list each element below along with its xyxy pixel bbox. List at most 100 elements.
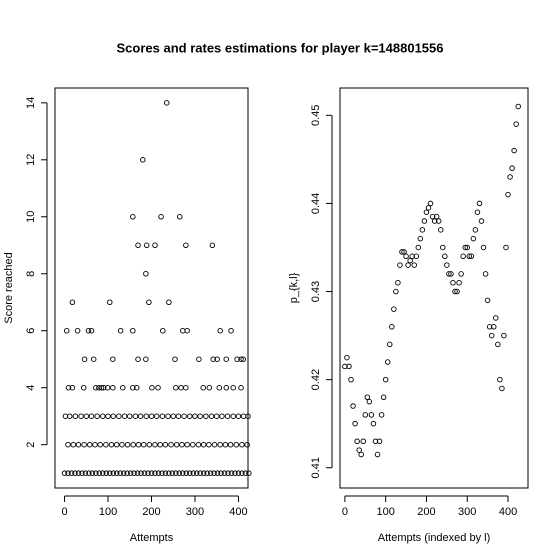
y-tick-label: 14	[25, 97, 37, 109]
point	[117, 327, 124, 334]
point	[513, 121, 519, 127]
point	[482, 271, 489, 277]
point	[346, 363, 352, 370]
point	[110, 356, 116, 362]
point	[133, 384, 140, 391]
x-tick-label: 100	[376, 506, 394, 518]
point	[143, 242, 150, 249]
point	[204, 470, 210, 476]
point	[511, 147, 517, 154]
point	[152, 242, 158, 249]
point	[233, 441, 240, 448]
point	[113, 441, 120, 448]
point	[195, 441, 202, 448]
point	[107, 299, 113, 305]
point	[187, 470, 193, 476]
point	[103, 441, 109, 448]
point	[211, 441, 218, 448]
point	[179, 441, 185, 448]
point	[417, 235, 424, 242]
point	[425, 205, 432, 211]
point	[460, 253, 466, 260]
x-tick-label: 300	[186, 506, 204, 518]
point	[80, 384, 87, 391]
point	[81, 441, 87, 448]
point	[411, 262, 417, 268]
point	[435, 218, 442, 224]
point	[134, 470, 141, 476]
point	[440, 244, 446, 251]
point	[444, 262, 450, 268]
point	[219, 413, 225, 419]
y-tick-label: 0.43	[310, 281, 322, 302]
x-tick-label: 200	[417, 506, 435, 518]
point	[65, 470, 71, 476]
point	[85, 327, 92, 334]
point	[344, 354, 350, 361]
point	[480, 244, 487, 251]
point	[90, 356, 97, 362]
point	[135, 441, 142, 448]
point	[352, 420, 358, 427]
figure-title: Scores and rates estimations for player …	[117, 40, 444, 55]
point	[490, 324, 497, 330]
point	[399, 249, 405, 255]
point	[110, 384, 116, 391]
point	[350, 403, 356, 409]
point	[88, 413, 95, 419]
point	[364, 394, 371, 401]
point	[401, 249, 407, 255]
point	[184, 441, 190, 448]
point	[427, 200, 434, 207]
point	[130, 384, 136, 391]
y-tick-label: 0.42	[310, 369, 322, 390]
point	[462, 244, 468, 251]
point	[208, 413, 215, 419]
point	[110, 413, 116, 419]
point	[221, 470, 228, 476]
point	[474, 209, 481, 215]
point	[104, 384, 111, 391]
point	[218, 470, 224, 476]
point	[155, 470, 162, 476]
point	[166, 299, 172, 305]
point	[87, 441, 93, 448]
point	[515, 103, 521, 110]
point	[450, 279, 456, 286]
point	[130, 214, 136, 220]
point	[223, 356, 230, 362]
point	[180, 470, 186, 476]
point	[173, 384, 179, 391]
point	[155, 384, 161, 391]
y-axis-label: p_{k,l}	[288, 272, 300, 303]
point	[464, 244, 470, 251]
x-tick-label: 200	[142, 506, 160, 518]
point	[61, 470, 68, 476]
point	[239, 470, 245, 476]
point	[200, 470, 207, 476]
point	[158, 214, 164, 220]
point	[100, 470, 106, 476]
point	[100, 384, 107, 391]
point	[117, 470, 123, 476]
y-tick-label: 10	[25, 211, 37, 223]
point	[235, 470, 242, 476]
point	[378, 412, 385, 418]
point	[169, 470, 176, 476]
point	[192, 413, 198, 419]
point	[431, 218, 438, 224]
point	[419, 227, 426, 233]
point	[245, 413, 251, 419]
point	[470, 235, 477, 242]
point	[65, 441, 71, 448]
point	[501, 332, 507, 339]
point	[97, 441, 103, 448]
point	[222, 441, 229, 448]
point	[370, 420, 377, 427]
point	[403, 253, 409, 260]
point	[495, 341, 501, 348]
point	[448, 271, 454, 277]
point	[143, 271, 149, 277]
x-tick-label: 300	[458, 506, 476, 518]
y-tick-label: 2	[25, 442, 37, 448]
